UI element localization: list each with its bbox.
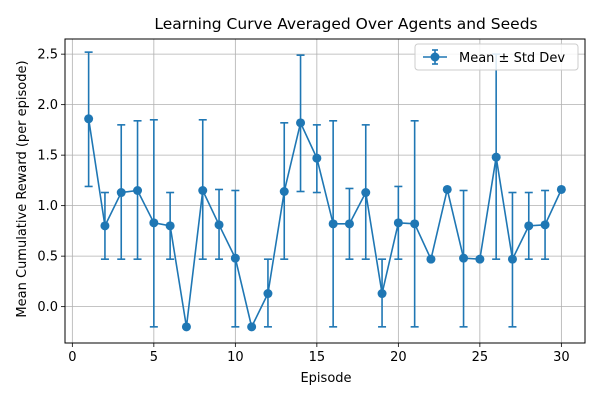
data-point xyxy=(296,118,306,128)
data-point xyxy=(507,254,517,264)
data-point xyxy=(393,218,403,228)
data-point xyxy=(84,114,94,124)
y-tick-label: 0.5 xyxy=(37,250,58,265)
x-tick-label: 25 xyxy=(472,350,489,365)
data-point xyxy=(279,187,289,197)
legend-entry-label: Mean ± Std Dev xyxy=(459,51,565,66)
data-point xyxy=(247,322,257,332)
data-point xyxy=(198,185,208,195)
x-tick-label: 20 xyxy=(390,350,407,365)
data-point xyxy=(377,289,387,299)
data-point xyxy=(442,184,452,194)
y-tick-label: 1.0 xyxy=(37,199,58,214)
data-point xyxy=(361,188,371,198)
data-point xyxy=(426,254,436,264)
data-point xyxy=(540,220,550,230)
chart-title: Learning Curve Averaged Over Agents and … xyxy=(154,15,537,33)
data-point xyxy=(410,219,420,229)
data-point xyxy=(344,219,354,229)
data-point xyxy=(312,153,322,163)
plot-area-frame xyxy=(64,38,586,344)
data-point xyxy=(556,184,566,194)
data-point xyxy=(230,253,240,263)
x-tick-label: 0 xyxy=(68,350,76,365)
data-point xyxy=(116,188,126,198)
y-tick-label: 2.5 xyxy=(37,48,58,63)
data-point xyxy=(165,221,175,231)
y-tick-label: 2.0 xyxy=(37,98,58,113)
x-axis-label: Episode xyxy=(300,371,351,386)
x-axis-ticks: 0 5 10 15 20 25 30 xyxy=(68,343,570,365)
data-point xyxy=(181,322,191,332)
legend: Mean ± Std Dev xyxy=(414,43,579,71)
data-point xyxy=(491,152,501,162)
data-point xyxy=(328,219,338,229)
data-point xyxy=(214,220,224,230)
x-tick-label: 5 xyxy=(150,350,158,365)
data-point xyxy=(149,218,159,228)
legend-box xyxy=(414,43,579,71)
data-point xyxy=(459,253,469,263)
y-tick-label: 0.0 xyxy=(37,300,58,315)
data-point xyxy=(100,221,110,231)
data-point xyxy=(133,185,143,195)
x-tick-label: 15 xyxy=(309,350,326,365)
x-tick-label: 30 xyxy=(553,350,570,365)
y-tick-label: 1.5 xyxy=(37,149,58,164)
y-axis-ticks: 0.0 0.5 1.0 1.5 2.0 2.5 xyxy=(37,48,65,315)
legend-marker-swatch xyxy=(430,52,440,62)
data-points xyxy=(84,114,566,332)
data-point xyxy=(524,221,534,231)
y-axis-label: Mean Cumulative Reward (per episode) xyxy=(15,60,30,317)
data-point xyxy=(263,289,273,299)
data-point xyxy=(475,254,485,264)
x-tick-label: 10 xyxy=(227,350,244,365)
